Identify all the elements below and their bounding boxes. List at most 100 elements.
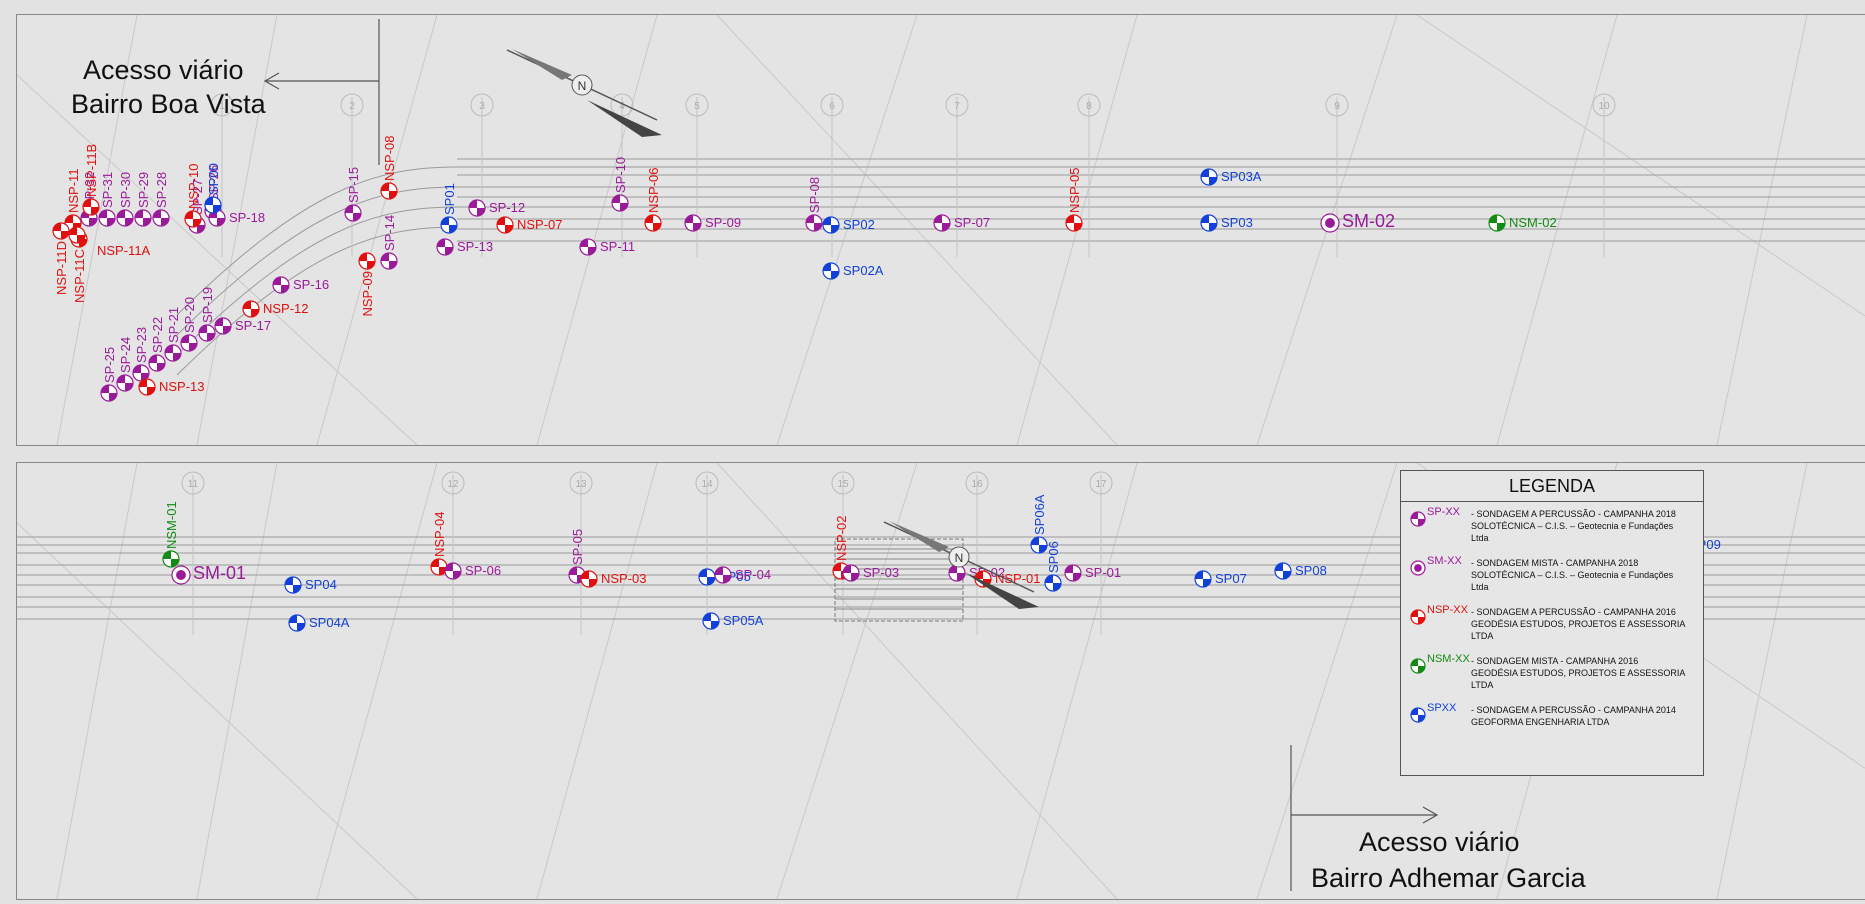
borehole-marker[interactable]: SP-24: [116, 337, 134, 392]
borehole-label: NSP-06: [646, 167, 661, 213]
borehole-label: SP-29: [136, 172, 151, 208]
borehole-label: NSM-01: [164, 501, 179, 549]
borehole-marker[interactable]: NSM-01: [162, 501, 180, 568]
borehole-marker[interactable]: SP-14: [380, 215, 398, 270]
borehole-label: NSM-02: [1509, 215, 1557, 230]
borehole-marker[interactable]: NSP-12: [242, 300, 309, 318]
top-borehole-layer: SP-32 SP-31 SP-30 SP-29 SP-28 SP-26SP-27SP-18…: [52, 135, 1557, 402]
north-label: N: [578, 79, 587, 93]
borehole-marker[interactable]: SP-09: [684, 214, 741, 232]
grid-axis-label: 1: [219, 101, 225, 112]
borehole-marker[interactable]: SP-20: [180, 297, 198, 352]
access-label-line1: Acesso viário: [83, 55, 244, 85]
legend-desc-line: - SONDAGEM A PERCUSSÃO - CAMPANHA 2016: [1471, 607, 1676, 617]
borehole-label: NSP-05: [1067, 167, 1082, 213]
sm-2018-symbol-icon: [1410, 560, 1426, 576]
borehole-label: SP01: [442, 183, 457, 215]
borehole-marker[interactable]: SP-07: [933, 214, 990, 232]
borehole-marker[interactable]: SM-02: [1320, 211, 1395, 233]
borehole-marker[interactable]: SP-31: [98, 172, 116, 227]
borehole-marker[interactable]: NSP-11B: [82, 144, 100, 216]
borehole-marker[interactable]: SP-13: [436, 238, 493, 256]
borehole-label: NSP-07: [517, 217, 563, 232]
borehole-marker[interactable]: SP-10: [611, 157, 629, 212]
borehole-marker[interactable]: SP-29: [134, 172, 152, 227]
borehole-marker[interactable]: NSP-03: [580, 570, 647, 588]
top-plan-drawing: 1 2 3 4 5 6 7 8 9 10 SP-32 SP-31 SP-30 SP-29 SP-28 SP-…: [16, 14, 1865, 446]
borehole-marker[interactable]: SP-04: [714, 566, 771, 584]
borehole-marker[interactable]: NSP-11: [64, 168, 82, 232]
borehole-marker[interactable]: NSP-06: [644, 167, 662, 232]
borehole-marker[interactable]: SP-01: [1064, 564, 1121, 582]
borehole-marker[interactable]: SP01: [440, 183, 458, 234]
borehole-label: SP-28: [154, 172, 169, 208]
north-label: N: [955, 551, 964, 565]
borehole-label: SP06A: [1032, 494, 1047, 535]
borehole-marker[interactable]: NSP-13: [138, 378, 205, 396]
borehole-marker[interactable]: SP07: [1194, 570, 1247, 588]
borehole-label: NSP-11D: [54, 241, 69, 295]
borehole-marker[interactable]: SP-15: [344, 167, 362, 222]
borehole-marker[interactable]: NSP-11D: [52, 222, 70, 295]
borehole-label: SP-15: [346, 167, 361, 203]
borehole-label: SP04: [305, 577, 337, 592]
borehole-marker[interactable]: SP-19: [198, 287, 216, 342]
grid-axis-label: 5: [694, 101, 700, 112]
borehole-marker[interactable]: SP06: [1044, 541, 1062, 592]
borehole-label: SP-07: [954, 215, 990, 230]
legend-desc-line: GEODÉSIA ESTUDOS, PROJETOS E ASSESSORIA: [1471, 668, 1686, 678]
legend-item: SP-XX - SONDAGEM A PERCUSSÃO - CAMPANHA …: [1401, 502, 1703, 551]
borehole-marker[interactable]: NSP-09: [358, 252, 376, 317]
borehole-marker[interactable]: SP-08: [805, 177, 823, 232]
borehole-marker[interactable]: SP03A: [1200, 168, 1262, 186]
borehole-marker[interactable]: SP02: [822, 216, 875, 234]
borehole-label: SP08: [1295, 563, 1327, 578]
borehole-marker[interactable]: SP03: [1200, 214, 1253, 232]
borehole-label: SP-20: [182, 297, 197, 333]
borehole-marker[interactable]: SP02A: [822, 262, 884, 280]
borehole-marker[interactable]: SP05A: [702, 612, 764, 630]
borehole-marker[interactable]: NSP-05: [1065, 167, 1083, 232]
borehole-marker[interactable]: SP-17: [214, 317, 271, 335]
borehole-marker[interactable]: SP-16: [272, 276, 329, 294]
borehole-label: SP-08: [807, 177, 822, 213]
borehole-marker[interactable]: SP-06: [444, 562, 501, 580]
borehole-marker[interactable]: NSP-07: [496, 216, 563, 234]
borehole-marker[interactable]: NSP-08: [380, 135, 398, 200]
borehole-marker[interactable]: SP06A: [1030, 494, 1048, 554]
borehole-marker[interactable]: SP-03: [842, 564, 899, 582]
borehole-marker[interactable]: SP-25: [100, 347, 118, 402]
borehole-label: SP-30: [118, 172, 133, 208]
borehole-marker[interactable]: SP-21: [164, 307, 182, 362]
borehole-label: SP-24: [118, 337, 133, 373]
borehole-marker[interactable]: SP04A: [288, 614, 350, 632]
borehole-marker[interactable]: SP-22: [148, 317, 166, 372]
borehole-marker[interactable]: NSP-11A: [68, 226, 151, 258]
legend-description: - SONDAGEM MISTA - CAMPANHA 2018 SOLOTÉC…: [1471, 557, 1697, 593]
borehole-marker[interactable]: SP-18: [208, 209, 265, 227]
borehole-label: SP-18: [229, 210, 265, 225]
nsm-2016-symbol-icon: [1410, 658, 1426, 674]
borehole-marker[interactable]: NSP-10: [184, 163, 202, 228]
grid-axis-label: 14: [701, 479, 713, 490]
borehole-marker[interactable]: SM-01: [171, 563, 246, 585]
legend-code: NSP-XX: [1427, 604, 1468, 616]
borehole-label: SP02: [843, 217, 875, 232]
borehole-marker[interactable]: SP-23: [132, 327, 150, 382]
borehole-marker[interactable]: NSP-04: [430, 511, 448, 576]
borehole-label: SP-01: [1085, 565, 1121, 580]
borehole-marker[interactable]: SP04: [284, 576, 337, 594]
borehole-marker[interactable]: SP-11: [579, 238, 635, 256]
legend-item: NSM-XX - SONDAGEM MISTA - CAMPANHA 2016 …: [1401, 649, 1703, 698]
borehole-marker[interactable]: SP-28: [152, 172, 170, 227]
legend-description: - SONDAGEM A PERCUSSÃO - CAMPANHA 2016 G…: [1471, 606, 1697, 642]
borehole-marker[interactable]: SP-30: [116, 172, 134, 227]
borehole-marker[interactable]: SP-12: [468, 199, 525, 217]
borehole-marker[interactable]: NSM-02: [1488, 214, 1557, 232]
borehole-marker[interactable]: SP08: [1274, 562, 1327, 580]
legend-desc-line: LTDA: [1471, 680, 1494, 690]
borehole-label: NSP-01: [995, 571, 1041, 586]
borehole-label: NSP-04: [432, 511, 447, 557]
borehole-label: NSP-08: [382, 135, 397, 181]
borehole-marker[interactable]: SP00: [204, 163, 222, 214]
